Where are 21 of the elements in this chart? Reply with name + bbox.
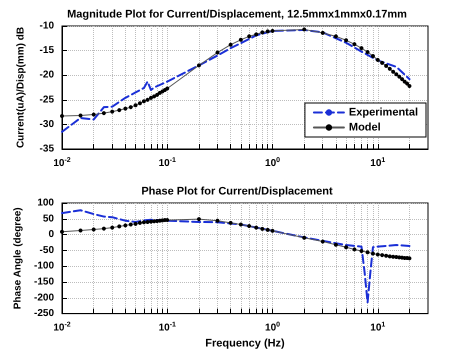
- chart-title: Magnitude Plot for Current/Displacement, 12.5mmx1mmx0.17mm: [67, 8, 408, 20]
- y-tick-label: -100: [34, 260, 54, 272]
- y-tick-label: -35: [40, 144, 54, 154]
- chart-title: Phase Plot for Current/Displacement: [141, 186, 333, 198]
- y-axis-title: Phase Angle (degree): [12, 207, 24, 310]
- y-tick-label: -150: [34, 276, 54, 288]
- y-tick-label: -20: [40, 70, 54, 81]
- legend-label: Model: [348, 122, 381, 134]
- y-tick-label: -10: [40, 20, 54, 32]
- y-tick-label: -200: [34, 292, 54, 304]
- y-axis-title: Current(uA)/Disp(mm) dB: [16, 26, 26, 148]
- y-tick-label: -15: [40, 45, 54, 56]
- legend-label: Experimental: [348, 106, 418, 118]
- x-axis-title: Frequency (Hz): [205, 338, 286, 350]
- y-tick-label: -30: [40, 118, 54, 130]
- y-tick-label: 0: [48, 229, 54, 240]
- y-tick-label: -25: [40, 94, 54, 106]
- y-tick-label: 50: [42, 213, 54, 224]
- y-tick-label: 100: [37, 198, 54, 208]
- y-tick-label: -50: [40, 244, 54, 256]
- y-tick-label: -250: [34, 308, 54, 320]
